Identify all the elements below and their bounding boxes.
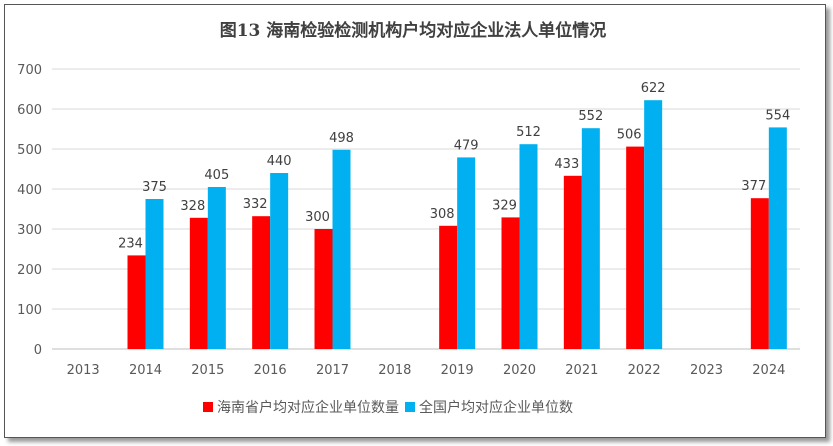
data-label: 234 xyxy=(118,236,143,251)
bar-national-2019 xyxy=(457,157,476,349)
bar-hainan-2021 xyxy=(563,175,582,349)
data-label: 479 xyxy=(454,138,479,153)
x-tick-label: 2015 xyxy=(191,363,224,378)
y-tick-label: 500 xyxy=(17,143,42,158)
data-label: 308 xyxy=(430,207,455,222)
bar-hainan-2016 xyxy=(252,216,271,349)
bar-hainan-2019 xyxy=(439,225,458,349)
x-tick-label: 2022 xyxy=(628,363,661,378)
chart-frame xyxy=(4,4,826,438)
bar-national-2024 xyxy=(768,127,787,350)
data-label: 440 xyxy=(267,154,292,169)
data-label: 405 xyxy=(204,168,229,183)
x-tick-label: 2018 xyxy=(378,363,411,378)
x-tick-label: 2013 xyxy=(67,363,100,378)
data-label: 377 xyxy=(741,179,766,194)
x-tick-label: 2024 xyxy=(752,363,785,378)
bar-national-2015 xyxy=(207,187,226,349)
data-label: 554 xyxy=(765,108,790,123)
x-tick-label: 2020 xyxy=(503,363,536,378)
x-tick-label: 2023 xyxy=(690,363,723,378)
bar-hainan-2015 xyxy=(189,217,208,349)
x-tick-label: 2017 xyxy=(316,363,349,378)
data-label: 506 xyxy=(617,128,642,143)
bar-hainan-2022 xyxy=(626,146,645,349)
x-tick-label: 2016 xyxy=(254,363,287,378)
legend-swatch xyxy=(203,402,213,412)
y-tick-label: 0 xyxy=(34,343,42,358)
data-label: 433 xyxy=(554,157,579,172)
bar-national-2016 xyxy=(270,173,289,349)
data-label: 332 xyxy=(243,197,268,212)
chart-title: 图13 海南检验检测机构户均对应企业法人单位情况 xyxy=(220,20,607,41)
y-tick-label: 200 xyxy=(17,263,42,278)
data-label: 622 xyxy=(641,81,666,96)
data-label: 498 xyxy=(329,131,354,146)
bar-national-2022 xyxy=(644,100,663,349)
data-label: 552 xyxy=(578,109,603,124)
legend-label: 海南省户均对应企业单位数量 xyxy=(217,399,399,416)
bar-national-2020 xyxy=(519,144,538,349)
data-label: 328 xyxy=(180,199,205,214)
x-tick-label: 2014 xyxy=(129,363,162,378)
data-label: 375 xyxy=(142,180,167,195)
y-tick-label: 700 xyxy=(17,63,42,78)
y-tick-label: 300 xyxy=(17,223,42,238)
data-label: 300 xyxy=(305,210,330,225)
x-tick-label: 2021 xyxy=(565,363,598,378)
y-tick-label: 400 xyxy=(17,183,42,198)
legend-label: 全国户均对应企业单位数 xyxy=(419,399,573,416)
y-tick-label: 100 xyxy=(17,303,42,318)
bar-hainan-2017 xyxy=(314,229,333,349)
bar-hainan-2020 xyxy=(501,217,520,349)
y-tick-label: 600 xyxy=(17,103,42,118)
legend-swatch xyxy=(405,402,415,412)
bar-hainan-2014 xyxy=(127,255,146,349)
bar-hainan-2024 xyxy=(750,198,769,349)
x-tick-label: 2019 xyxy=(441,363,474,378)
bar-national-2021 xyxy=(581,128,600,349)
data-label: 329 xyxy=(492,198,517,213)
bar-national-2017 xyxy=(332,149,351,349)
data-label: 512 xyxy=(516,125,541,140)
bar-national-2014 xyxy=(145,199,164,349)
